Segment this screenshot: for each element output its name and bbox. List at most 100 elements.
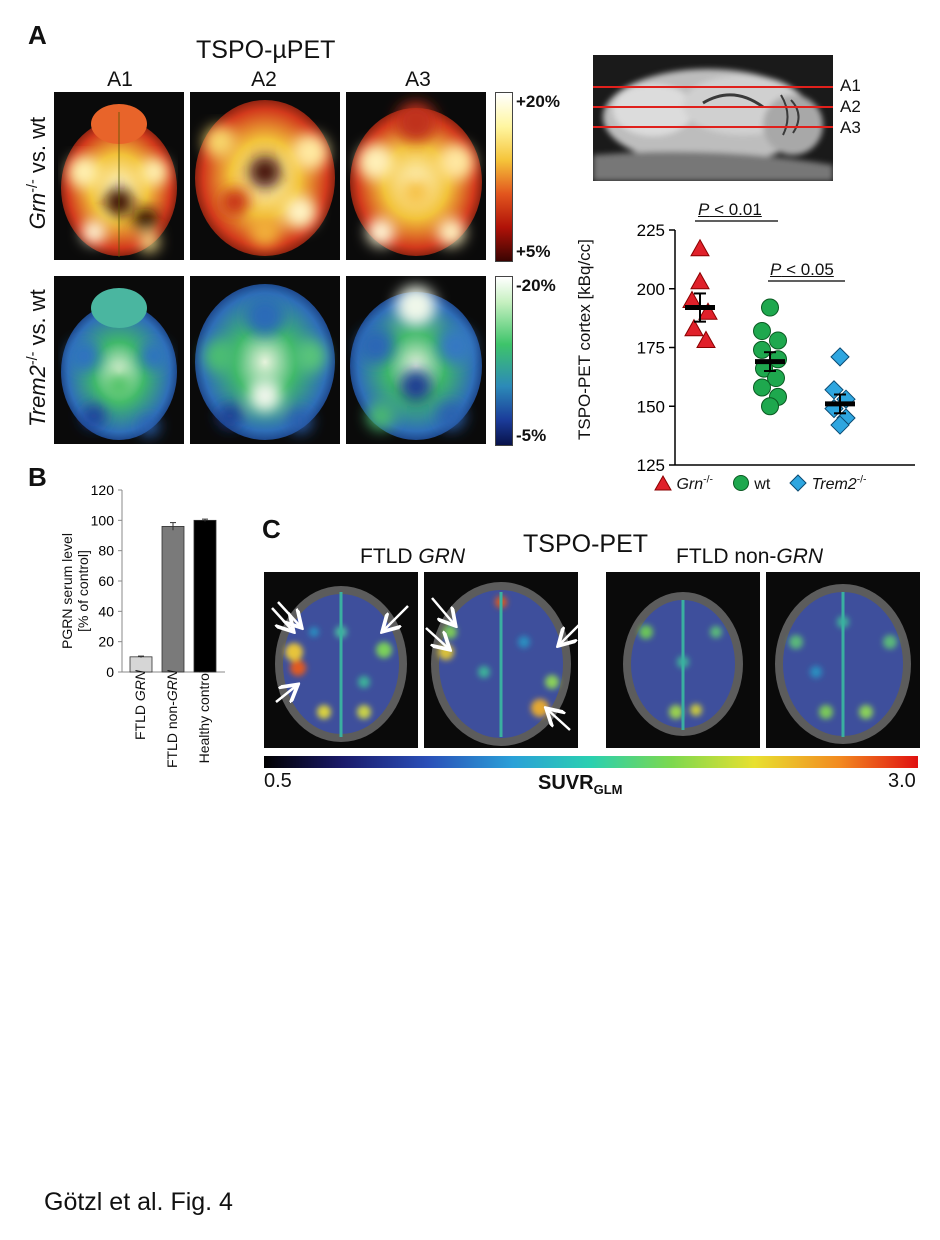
legend-wt: wt bbox=[754, 476, 771, 493]
mri-level-label-a2: A2 bbox=[840, 97, 861, 116]
human-pet-ftld-non-grn-1 bbox=[606, 572, 760, 748]
mri-level-line-a1 bbox=[593, 86, 833, 88]
scatter-y-tick-label: 150 bbox=[637, 397, 665, 416]
group-label-ftld-grn: FTLD GRN bbox=[360, 545, 465, 569]
mri-level-label-a3: A3 bbox=[840, 118, 861, 137]
sagittal-mri bbox=[593, 55, 833, 181]
row-label-grn-rest: vs. wt bbox=[25, 116, 51, 180]
row-label-grn: Grn-/- vs. wt bbox=[25, 73, 51, 273]
scatter-p1-letter: P bbox=[698, 200, 710, 219]
arrow-icon bbox=[560, 623, 581, 644]
colorbar-positive-bottom: +5% bbox=[516, 242, 551, 261]
bar-ylabel-line1: PGRN serum level bbox=[59, 533, 75, 649]
arrow-icon bbox=[548, 710, 571, 731]
arrow-icon bbox=[277, 601, 300, 626]
human-pet-ftld-non-grn-2 bbox=[766, 572, 920, 748]
scatter-legend: Grn-/- wt Trem2-/- bbox=[654, 474, 867, 494]
bar-cat2-it: GRN bbox=[164, 670, 180, 702]
scatter-p1-rest: < 0.01 bbox=[709, 200, 762, 219]
column-label-a3: A3 bbox=[405, 68, 431, 91]
pet-brain-trem2-a3 bbox=[346, 276, 486, 444]
colorbar-negative bbox=[495, 276, 513, 446]
suvr-label-sub: GLM bbox=[593, 782, 623, 797]
bar-y-tick-label: 20 bbox=[98, 634, 114, 650]
scatter-point-grn bbox=[690, 271, 710, 290]
scatter-p2-letter: P bbox=[770, 260, 782, 279]
bar-category-1: FTLD GRN bbox=[132, 670, 148, 790]
pet-brain-trem2-a2 bbox=[190, 276, 340, 444]
scatter-chart: 125 150 175 200 225 bbox=[637, 220, 915, 475]
colorbar-positive-top: +20% bbox=[516, 92, 560, 111]
bar-y-tick-label: 80 bbox=[98, 543, 114, 559]
legend-triangle-icon bbox=[654, 474, 672, 491]
arrow-icon bbox=[271, 607, 292, 630]
group-label-ftld-non-grn: FTLD non-GRN bbox=[676, 545, 823, 569]
scatter-point-trem2 bbox=[830, 415, 850, 435]
scatter-point-grn bbox=[690, 238, 710, 257]
colorbar-positive bbox=[495, 92, 513, 262]
group1-it: GRN bbox=[418, 545, 466, 568]
scatter-point-grn bbox=[696, 330, 716, 348]
scatter-y-tick-label: 175 bbox=[637, 339, 665, 358]
bar-cat3-pre: Healthy control bbox=[196, 670, 212, 764]
group1-pre: FTLD bbox=[360, 545, 419, 568]
human-pet-ftld-grn-1 bbox=[264, 572, 418, 748]
scatter-ylabel: TSPO-PET cortex [kBq/cc] bbox=[575, 239, 594, 440]
scatter-p-value-1: P < 0.01 bbox=[698, 200, 762, 220]
bar-cat1-it: GRN bbox=[132, 670, 148, 702]
row-label-trem2-sup: -/- bbox=[24, 351, 41, 366]
figure-caption: Götzl et al. Fig. 4 bbox=[44, 1188, 233, 1216]
pet-brain-trem2-a1 bbox=[54, 276, 184, 444]
legend-trem2-gene: Trem2 bbox=[811, 476, 857, 493]
group2-pre: FTLD non- bbox=[676, 545, 777, 568]
bar-cat2-pre: FTLD non- bbox=[164, 701, 180, 769]
scatter-y-tick-label: 200 bbox=[637, 280, 665, 299]
suvr-label-main: SUVR bbox=[538, 772, 594, 794]
pet-brain-grn-a1 bbox=[54, 92, 184, 260]
suvr-label: SUVRGLM bbox=[538, 772, 622, 797]
arrow-icon bbox=[275, 686, 296, 702]
row-label-trem2: Trem2-/- vs. wt bbox=[25, 258, 51, 458]
suvr-max: 3.0 bbox=[888, 770, 916, 792]
scatter-p2-rest: < 0.05 bbox=[781, 260, 834, 279]
legend-diamond-icon bbox=[789, 474, 807, 492]
panel-c-title: TSPO-PET bbox=[523, 530, 649, 558]
mri-level-line-a3 bbox=[593, 126, 833, 128]
colorbar-negative-bottom: -5% bbox=[516, 426, 547, 445]
mri-level-line-a2 bbox=[593, 106, 833, 108]
scatter-point-wt bbox=[753, 322, 771, 341]
colorbar-negative-top: -20% bbox=[516, 276, 556, 295]
mri-level-label-a1: A1 bbox=[840, 76, 861, 95]
bar-y-tick-label: 100 bbox=[91, 512, 115, 528]
bar-y-tick-label: 40 bbox=[98, 603, 114, 619]
arrow-annotations bbox=[271, 597, 581, 731]
scatter-point-wt bbox=[769, 331, 787, 350]
scatter-point-trem2 bbox=[830, 347, 850, 367]
scatter-point-wt bbox=[767, 369, 785, 388]
scatter-y-tick-label: 125 bbox=[637, 456, 665, 475]
arrow-icon bbox=[425, 627, 448, 648]
bar-y-tick-label: 120 bbox=[91, 482, 115, 498]
legend-grn-gene: Grn bbox=[676, 476, 704, 493]
legend-trem2-sup: -/- bbox=[856, 474, 867, 486]
legend-circle-icon bbox=[732, 475, 749, 491]
panel-a-letter: A bbox=[28, 20, 47, 50]
scatter-point-grn bbox=[684, 318, 704, 337]
scatter-p-value-2: P < 0.05 bbox=[770, 260, 834, 280]
scatter-point-wt bbox=[761, 298, 779, 317]
bar-2 bbox=[161, 526, 185, 673]
bar-cat1-pre: FTLD bbox=[132, 701, 148, 741]
scatter-point-wt bbox=[753, 378, 771, 397]
suvr-colorbar bbox=[264, 756, 918, 768]
legend-grn-sup: -/- bbox=[703, 474, 713, 486]
bar-category-2: FTLD non-GRN bbox=[164, 670, 180, 790]
column-label-a2: A2 bbox=[251, 68, 277, 91]
arrow-icon bbox=[384, 605, 409, 630]
pet-brain-grn-a2 bbox=[190, 92, 340, 260]
scatter-point-wt bbox=[753, 340, 771, 359]
scatter-y-tick-label: 225 bbox=[637, 221, 665, 240]
row-label-trem2-rest: vs. wt bbox=[25, 289, 51, 352]
bar-y-tick-label: 0 bbox=[106, 664, 114, 680]
pet-brain-grn-a3 bbox=[346, 92, 486, 260]
row-label-trem2-gene: Trem2 bbox=[25, 365, 51, 428]
